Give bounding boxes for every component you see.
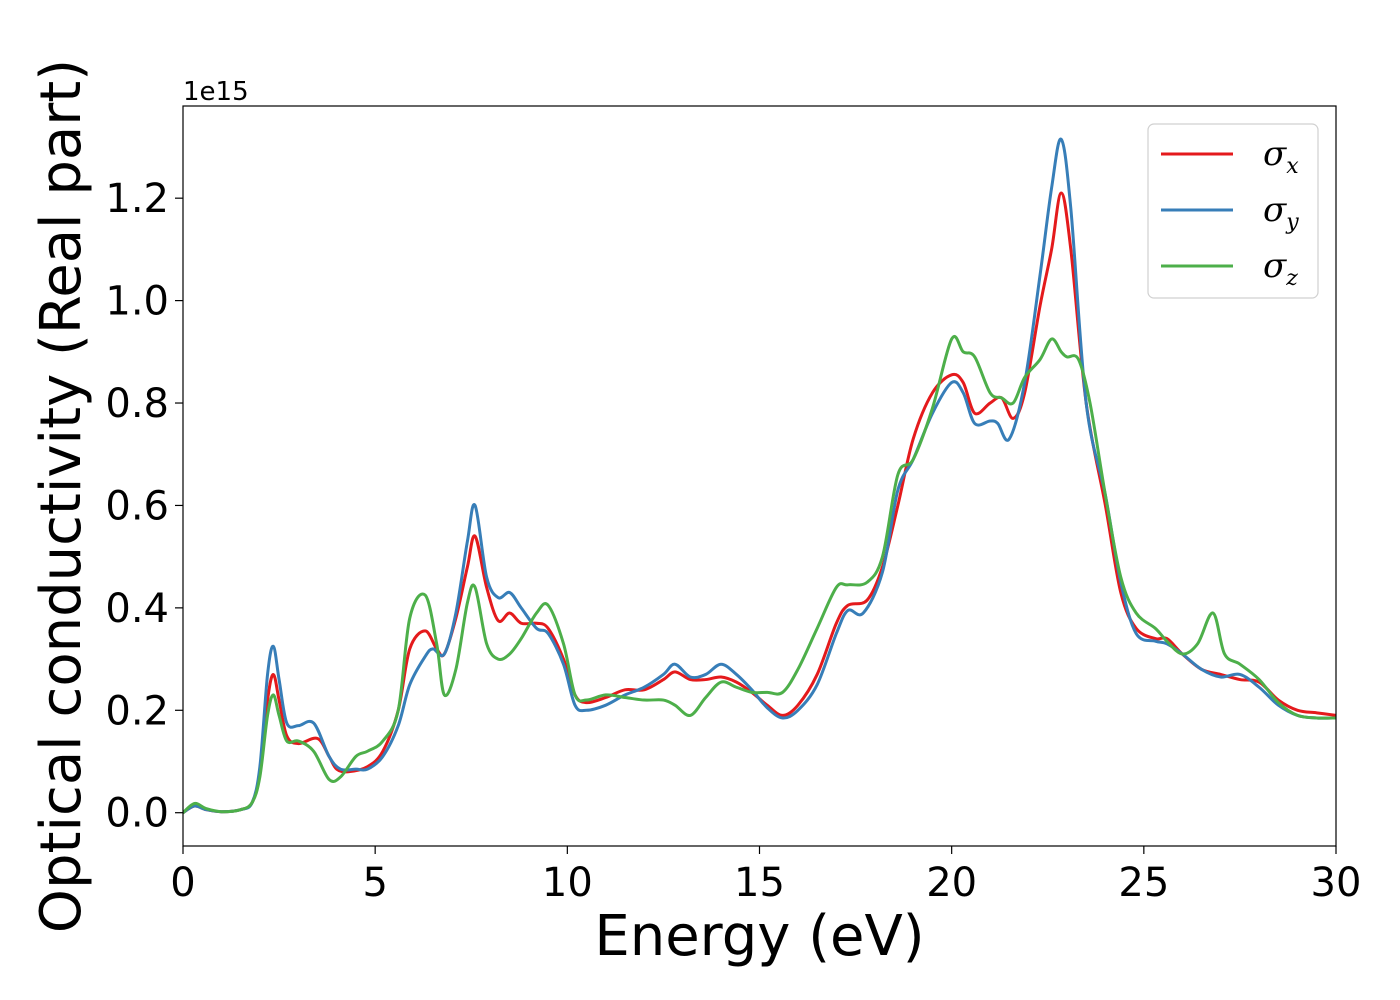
series-line-y (183, 137, 1336, 815)
series-layer (183, 137, 1336, 815)
x-tick-label: 5 (362, 860, 387, 906)
y-tick-label: 1.2 (105, 176, 169, 222)
y-tick-label: 0.4 (105, 586, 169, 632)
legend-label-y: σy (1263, 190, 1299, 235)
x-axis-title: Energy (eV) (594, 904, 924, 969)
x-tick-label: 30 (1311, 860, 1362, 906)
y-offset-label: 1e15 (183, 77, 249, 107)
y-axis: 0.0 0.2 0.4 0.6 0.8 1.0 1.2 (105, 176, 183, 837)
x-tick-label: 15 (734, 860, 785, 906)
y-tick-label: 0.8 (105, 381, 169, 427)
y-tick-label: 0.2 (105, 688, 169, 734)
x-tick-label: 0 (170, 860, 195, 906)
x-tick-label: 25 (1118, 860, 1169, 906)
y-tick-label: 0.0 (105, 791, 169, 837)
legend-label-x: σx (1263, 134, 1299, 179)
legend-label-z: σz (1263, 246, 1298, 291)
series-line-z (183, 335, 1336, 815)
legend: σx σy σz (1147, 123, 1319, 299)
y-axis-title: Optical conductivity (Real part) (29, 59, 94, 933)
y-tick-label: 0.6 (105, 483, 169, 529)
x-axis: 0 5 10 15 20 25 30 (170, 846, 1361, 906)
x-tick-label: 20 (926, 860, 977, 906)
y-tick-label: 1.0 (105, 279, 169, 325)
x-tick-label: 10 (542, 860, 593, 906)
